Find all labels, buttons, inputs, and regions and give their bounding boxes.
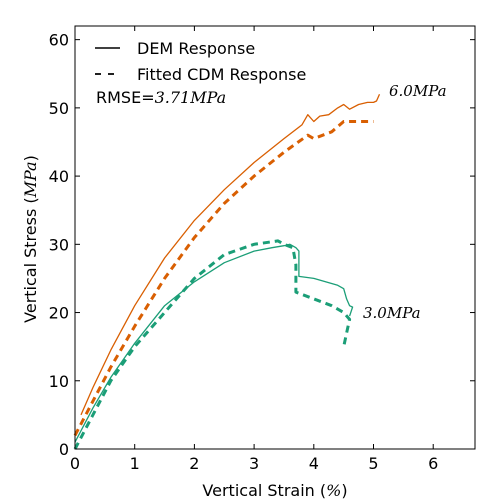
y-axis-label: Vertical Stress (MPa): [21, 155, 40, 323]
y-tick-label: 60: [49, 31, 69, 50]
legend-label-dem: DEM Response: [137, 39, 255, 58]
x-tick-label: 6: [428, 454, 438, 473]
x-axis-label-text: Vertical Strain (: [202, 481, 326, 500]
x-tick-label: 3: [249, 454, 259, 473]
y-tick-label: 30: [49, 235, 69, 254]
y-tick-label: 20: [49, 304, 69, 323]
plot-frame: [74, 25, 476, 450]
x-tick-label: 2: [189, 454, 199, 473]
series-high-dashed: [73, 120, 374, 437]
y-tick-label: 40: [49, 167, 69, 186]
x-tick-label: 4: [309, 454, 319, 473]
y-tick-label: 10: [49, 372, 69, 391]
y-tick-label: 50: [49, 99, 69, 118]
legend-label-cdm: Fitted CDM Response: [137, 65, 306, 84]
plot-area: [73, 93, 381, 450]
series-high-solid: [80, 93, 381, 416]
series-low-dashed: [73, 239, 352, 450]
high-confinement-label: 6.0MPa: [389, 82, 447, 100]
low-confinement-label: 3.0MPa: [363, 304, 421, 322]
x-tick-label: 0: [70, 454, 80, 473]
rmse-annotation: RMSE=3.71MPa: [96, 88, 226, 107]
x-axis-label: Vertical Strain (%): [202, 481, 347, 500]
y-tick-label: 0: [59, 440, 69, 459]
legend: DEM Response Fitted CDM Response: [95, 39, 306, 84]
x-tick-label: 5: [368, 454, 378, 473]
x-tick-label: 1: [130, 454, 140, 473]
series-low-solid: [74, 243, 354, 443]
